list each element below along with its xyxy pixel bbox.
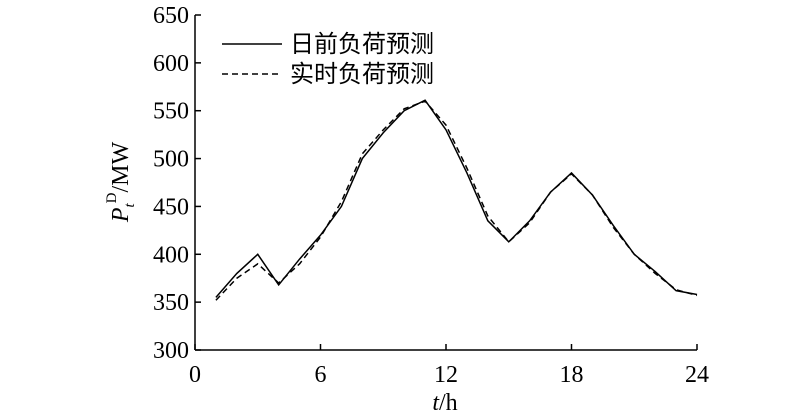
x-axis-label: t/h	[432, 390, 457, 416]
x-tick-label: 18	[560, 362, 584, 388]
x-label-symbol: t	[432, 390, 440, 416]
y-tick-label: 650	[153, 3, 189, 29]
y-tick-label: 550	[153, 99, 189, 125]
legend-label: 实时负荷预测	[290, 61, 434, 88]
legend-label: 日前负荷预测	[290, 31, 434, 58]
x-tick-label: 12	[434, 362, 458, 388]
y-label-symbol: P	[108, 207, 134, 223]
y-tick-label: 500	[153, 147, 189, 173]
series-line	[215, 100, 698, 301]
y-label-unit: /MW	[108, 141, 134, 192]
y-tick-label: 400	[153, 242, 189, 268]
x-tick-label: 6	[315, 362, 327, 388]
y-label-superscript: D	[104, 192, 120, 203]
series-line	[215, 99, 698, 298]
x-label-unit: /h	[439, 390, 458, 416]
y-tick-label: 350	[153, 290, 189, 316]
y-tick-label: 450	[153, 194, 189, 220]
x-tick-label: 0	[189, 362, 201, 388]
y-label-subscript: t	[122, 203, 138, 208]
y-tick-label: 600	[153, 51, 189, 77]
y-axis-label: PtD/MW	[104, 141, 138, 223]
y-tick-label: 300	[153, 338, 189, 364]
x-tick-label: 24	[685, 362, 709, 388]
